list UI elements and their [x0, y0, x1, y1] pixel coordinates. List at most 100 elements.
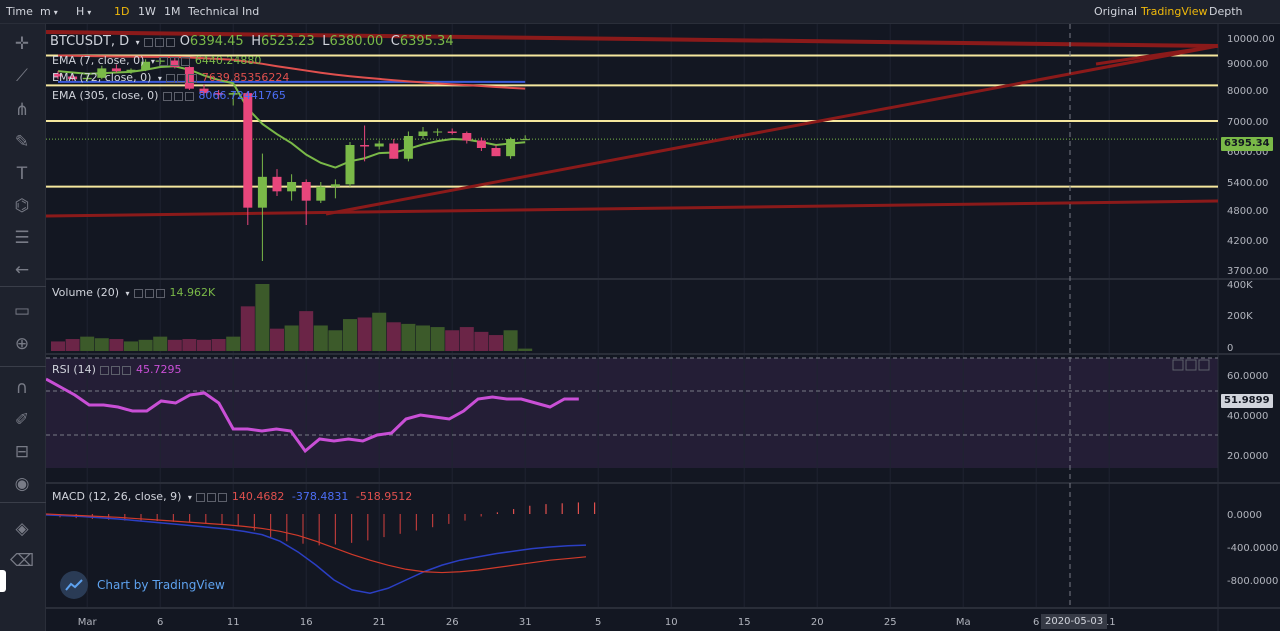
hide-icon[interactable]: [155, 37, 165, 47]
crosshair-icon[interactable]: ✛: [14, 34, 30, 54]
candle-body: [491, 148, 501, 157]
hide-icon[interactable]: [177, 73, 187, 83]
topbar-m-button[interactable]: m ▾: [40, 5, 58, 18]
volume-bar: [94, 338, 109, 351]
settings-icon[interactable]: [144, 37, 154, 47]
chevron-down-icon[interactable]: ▾: [125, 289, 130, 298]
zoom-in-icon[interactable]: ⊕: [14, 334, 30, 354]
settings-icon[interactable]: [196, 492, 206, 502]
close-icon[interactable]: [184, 91, 194, 101]
volume-bar: [167, 339, 182, 351]
magnet-icon[interactable]: ∩: [15, 378, 29, 398]
chart-area[interactable]: 10000.00 9000.00 8000.00 7000.00 6000.00 5400…: [45, 24, 1280, 631]
candle-body: [141, 61, 151, 70]
hide-icon[interactable]: [173, 91, 183, 101]
toolbar-divider: [0, 502, 46, 503]
fib-icon[interactable]: ☰: [14, 228, 30, 248]
close-icon[interactable]: [188, 73, 198, 83]
chevron-down-icon[interactable]: ▾: [150, 57, 155, 66]
chevron-down-icon[interactable]: ▾: [135, 38, 140, 47]
ema72-value: 7639.85356224: [201, 71, 290, 84]
pane-control-icon: [1185, 359, 1197, 371]
ema7-label[interactable]: EMA (7, close, 0): [52, 54, 145, 67]
settings-icon[interactable]: [134, 288, 144, 298]
settings-icon[interactable]: [162, 91, 172, 101]
pattern-icon[interactable]: ⌬: [14, 196, 30, 216]
hide-icon[interactable]: [145, 288, 155, 298]
fork-icon[interactable]: ⋔: [14, 100, 30, 120]
macd-signal-line: [45, 513, 587, 574]
macd-label[interactable]: MACD (12, 26, close, 9): [52, 490, 182, 503]
chevron-down-icon[interactable]: ▾: [87, 8, 92, 17]
view-original-button[interactable]: Original: [1094, 5, 1138, 18]
hide-icon[interactable]: [207, 492, 217, 502]
hide-icon[interactable]: [170, 56, 180, 66]
layers-icon[interactable]: ◈: [15, 519, 29, 539]
rsi-label[interactable]: RSI (14): [52, 363, 96, 376]
chevron-down-icon[interactable]: ▾: [187, 493, 192, 502]
chevron-down-icon[interactable]: ▾: [157, 74, 162, 83]
candle-body: [257, 176, 267, 208]
lock-icon[interactable]: ⊟: [14, 442, 30, 462]
toolbar-collapse-handle[interactable]: [0, 570, 6, 592]
drawing-toolbar: ✛ ⟋ ⋔ ✎ T ⌬ ☰ ← ▭ ⊕ ∩ ✐ ⊟ ◉ ◈ ⌫: [0, 24, 46, 631]
volume-bar: [109, 339, 124, 351]
close-icon[interactable]: [122, 365, 132, 375]
settings-icon[interactable]: [166, 73, 176, 83]
topbar-1m-button[interactable]: 1M: [164, 5, 181, 18]
topbar-technical-ind-button[interactable]: Technical Ind: [188, 5, 260, 18]
trash-icon[interactable]: ⌫: [9, 551, 35, 571]
close-icon[interactable]: [156, 288, 166, 298]
tradingview-watermark[interactable]: Chart by TradingView: [60, 571, 225, 599]
candle-body: [126, 69, 136, 72]
price-axis-label: 4200.00: [1227, 236, 1268, 247]
chevron-down-icon[interactable]: ▾: [53, 8, 58, 17]
pane-control-icon: [1198, 359, 1210, 371]
candle-body: [184, 67, 194, 89]
volume-bar: [430, 327, 445, 351]
candle-body: [228, 93, 238, 95]
back-arrow-icon[interactable]: ←: [14, 260, 30, 280]
volume-label[interactable]: Volume (20): [52, 286, 119, 299]
ema305-label[interactable]: EMA (305, close, 0): [52, 89, 159, 102]
trend-line-icon[interactable]: ⟋: [16, 66, 28, 86]
candle-body: [272, 176, 282, 192]
settings-icon[interactable]: [100, 365, 110, 375]
eye-icon[interactable]: ◉: [14, 474, 30, 494]
volume-bar: [445, 330, 460, 351]
candle-body: [360, 145, 370, 147]
volume-value: 14.962K: [169, 286, 216, 299]
ema72-label[interactable]: EMA (72, close, 0): [52, 71, 152, 84]
hide-icon[interactable]: [111, 365, 121, 375]
view-tradingview-button[interactable]: TradingView: [1141, 5, 1208, 18]
close-icon[interactable]: [218, 492, 228, 502]
volume-legend: Volume (20) ▾ 14.962K: [52, 286, 215, 299]
text-icon[interactable]: T: [16, 164, 28, 184]
topbar-h-button[interactable]: H ▾: [76, 5, 92, 18]
time-axis-label: 21: [373, 617, 386, 628]
close-icon[interactable]: [181, 56, 191, 66]
ruler-icon[interactable]: ▭: [13, 301, 31, 321]
view-depth-button[interactable]: Depth: [1209, 5, 1243, 18]
open-label: O: [179, 34, 190, 49]
candle-body: [447, 131, 457, 133]
topbar-1w-button[interactable]: 1W: [138, 5, 156, 18]
volume-bar: [489, 335, 503, 351]
topbar-time-button[interactable]: Time: [6, 5, 33, 18]
chart-canvas[interactable]: 10000.009000.008000.007000.006000.005400…: [45, 24, 1280, 631]
time-axis-label: Mar: [78, 617, 98, 628]
time-axis-label: 15: [738, 617, 751, 628]
volume-bar: [518, 348, 533, 351]
settings-icon[interactable]: [159, 56, 169, 66]
volume-bar: [255, 284, 270, 351]
close-icon[interactable]: [166, 37, 176, 47]
topbar-1d-button[interactable]: 1D: [114, 5, 130, 18]
macd-axis-label: 0.0000: [1227, 510, 1262, 521]
symbol-name[interactable]: BTCUSDT, D: [50, 34, 130, 49]
lock-drawings-icon[interactable]: ✐: [14, 410, 30, 430]
brush-icon[interactable]: ✎: [14, 132, 30, 152]
volume-bar: [416, 325, 430, 351]
time-axis-label: 10: [665, 617, 678, 628]
candle-body: [287, 182, 297, 192]
rsi-legend: RSI (14) 45.7295: [52, 363, 181, 376]
